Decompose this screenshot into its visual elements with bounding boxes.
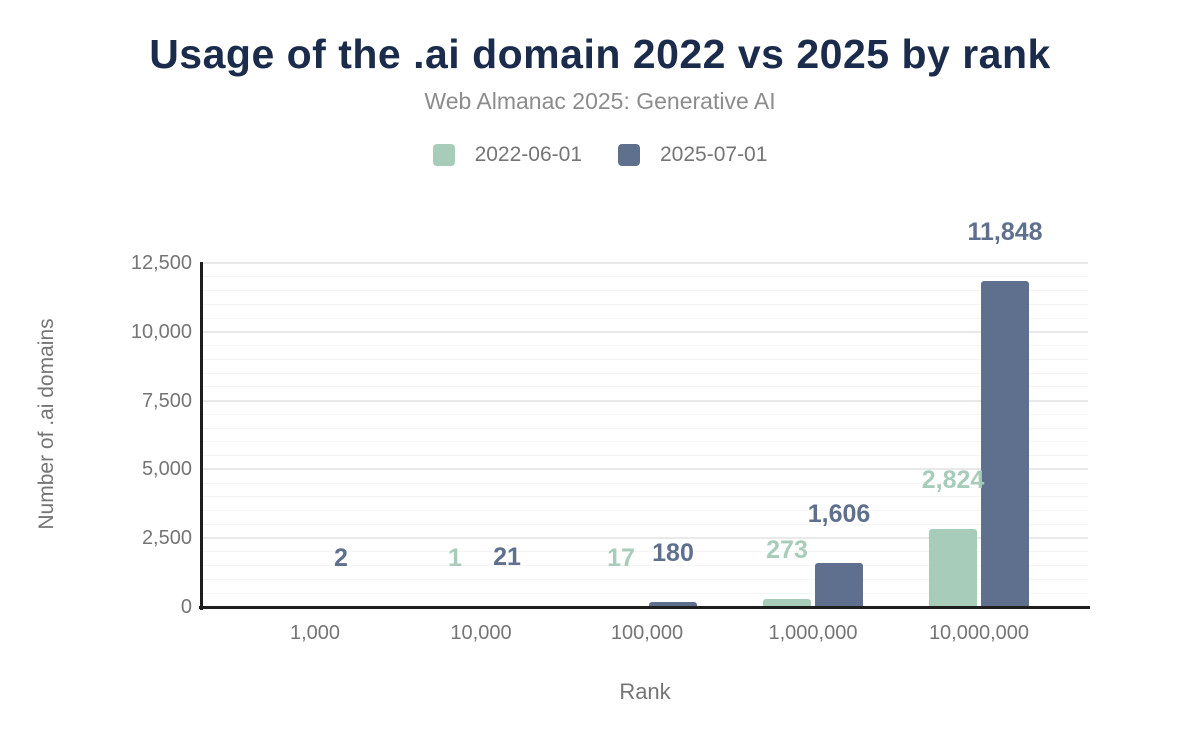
y-axis-title: Number of .ai domains	[35, 318, 58, 530]
legend-item-2022: 2022-06-01	[432, 143, 582, 167]
y-tick-label: 12,500	[130, 252, 192, 274]
minor-gridline	[203, 523, 1088, 525]
minor-gridline	[203, 317, 1088, 319]
major-gridline	[203, 262, 1088, 264]
value-label-2025-07-01: 21	[493, 543, 521, 572]
minor-gridline	[203, 358, 1088, 360]
bar-2025-07-01-10000000[interactable]	[981, 280, 1029, 607]
y-axis-line	[200, 262, 203, 610]
minor-gridline	[203, 372, 1088, 374]
minor-gridline	[203, 578, 1088, 580]
minor-gridline	[203, 565, 1088, 567]
bar-2025-07-01-100000[interactable]	[649, 602, 697, 607]
value-label-2025-07-01: 2	[334, 543, 348, 572]
minor-gridline	[203, 441, 1088, 443]
bar-2022-06-01-10000000[interactable]	[929, 529, 977, 607]
value-label-2025-07-01: 1,606	[807, 499, 871, 528]
x-axis-line	[199, 606, 1090, 609]
minor-gridline	[203, 386, 1088, 388]
x-tick-label: 100,000	[610, 622, 684, 644]
value-label-2025-07-01: 11,848	[967, 217, 1043, 246]
minor-gridline	[203, 551, 1088, 553]
legend-swatch-2022	[432, 144, 455, 166]
bar-2025-07-01-1000000[interactable]	[815, 562, 863, 607]
major-gridline	[203, 468, 1088, 471]
major-gridline	[203, 330, 1088, 333]
minor-gridline	[203, 290, 1088, 292]
legend-label-2022: 2022-06-01	[474, 143, 582, 166]
x-tick-label: 1,000,000	[768, 622, 858, 644]
minor-gridline	[203, 482, 1088, 484]
legend-label-2025: 2025-07-01	[660, 143, 768, 166]
minor-gridline	[203, 413, 1088, 415]
y-tick-label: 10,000	[130, 320, 192, 343]
minor-gridline	[203, 427, 1088, 429]
x-tick-label: 10,000	[450, 622, 512, 644]
chart-subtitle: Web Almanac 2025: Generative AI	[424, 88, 776, 114]
value-label-2022-06-01: 273	[766, 536, 808, 565]
minor-gridline	[203, 345, 1088, 347]
legend-item-2025: 2025-07-01	[618, 143, 767, 167]
minor-gridline	[203, 496, 1088, 498]
y-tick-label: 2,500	[141, 527, 192, 550]
legend-swatch-2025	[618, 144, 640, 166]
legend: 2022-06-01 2025-07-01	[0, 143, 1200, 167]
value-label-2022-06-01: 2,824	[921, 466, 985, 495]
minor-gridline	[203, 303, 1088, 305]
x-axis-title: Rank	[619, 679, 671, 704]
value-label-2022-06-01: 17	[607, 543, 635, 572]
y-tick-label: 5,000	[141, 458, 192, 481]
minor-gridline	[203, 592, 1088, 594]
minor-gridline	[203, 510, 1088, 512]
value-label-2025-07-01: 180	[652, 539, 694, 568]
y-tick-label: 0	[180, 596, 192, 618]
major-gridline	[203, 537, 1088, 540]
minor-gridline	[203, 276, 1088, 278]
minor-gridline	[203, 455, 1088, 457]
x-tick-label: 10,000,000	[928, 622, 1030, 644]
y-tick-label: 7,500	[141, 389, 192, 412]
bar-2022-06-01-1000000[interactable]	[763, 599, 811, 607]
major-gridline	[203, 399, 1088, 402]
value-label-2022-06-01: 1	[448, 543, 462, 572]
chart-title: Usage of the .ai domain 2022 vs 2025 by …	[149, 31, 1051, 77]
x-tick-label: 1,000	[289, 622, 341, 644]
